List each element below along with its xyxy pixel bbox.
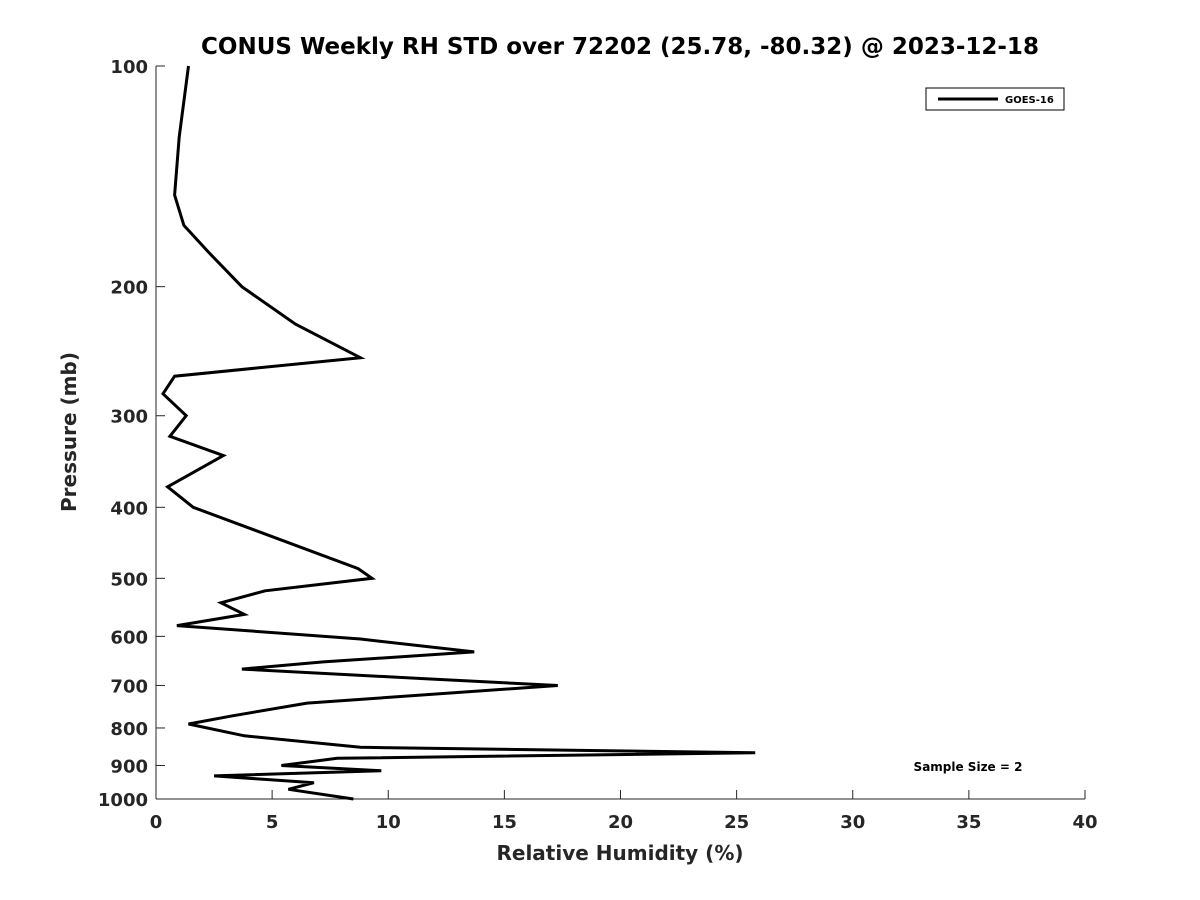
y-tick-label: 700	[110, 676, 148, 697]
chart-title: CONUS Weekly RH STD over 72202 (25.78, -…	[201, 34, 1039, 60]
x-tick-label: 30	[840, 812, 865, 833]
y-tick-label: 800	[110, 719, 148, 740]
x-tick-label: 5	[266, 812, 279, 833]
legend: GOES-16	[925, 87, 1065, 111]
x-tick-label: 15	[492, 812, 517, 833]
sample-size-annotation: Sample Size = 2	[914, 760, 1023, 774]
y-tick-label: 200	[110, 278, 148, 299]
x-tick-label: 40	[1072, 812, 1097, 833]
y-tick-label: 300	[110, 407, 148, 428]
y-tick-label: 900	[110, 756, 148, 777]
y-tick-label: 1000	[98, 790, 148, 811]
legend-label: GOES-16	[1005, 95, 1054, 106]
plot-area: 0 5 10 15 20 25 30 35 40 100 200 300 400 500 600 700 800…	[98, 57, 1098, 833]
x-tick-label: 10	[376, 812, 401, 833]
x-tick-label: 25	[724, 812, 749, 833]
y-tick-label: 400	[110, 498, 148, 519]
y-tick-label: 500	[110, 569, 148, 590]
x-tick-label: 20	[608, 812, 633, 833]
series-line-goes-16	[161, 65, 756, 801]
y-tick-label: 600	[110, 627, 148, 648]
x-tick-label: 35	[956, 812, 981, 833]
x-tick-label: 0	[150, 812, 163, 833]
x-axis-label: Relative Humidity (%)	[496, 841, 743, 865]
y-axis-label: Pressure (mb)	[57, 352, 81, 512]
y-tick-label: 100	[110, 57, 148, 78]
